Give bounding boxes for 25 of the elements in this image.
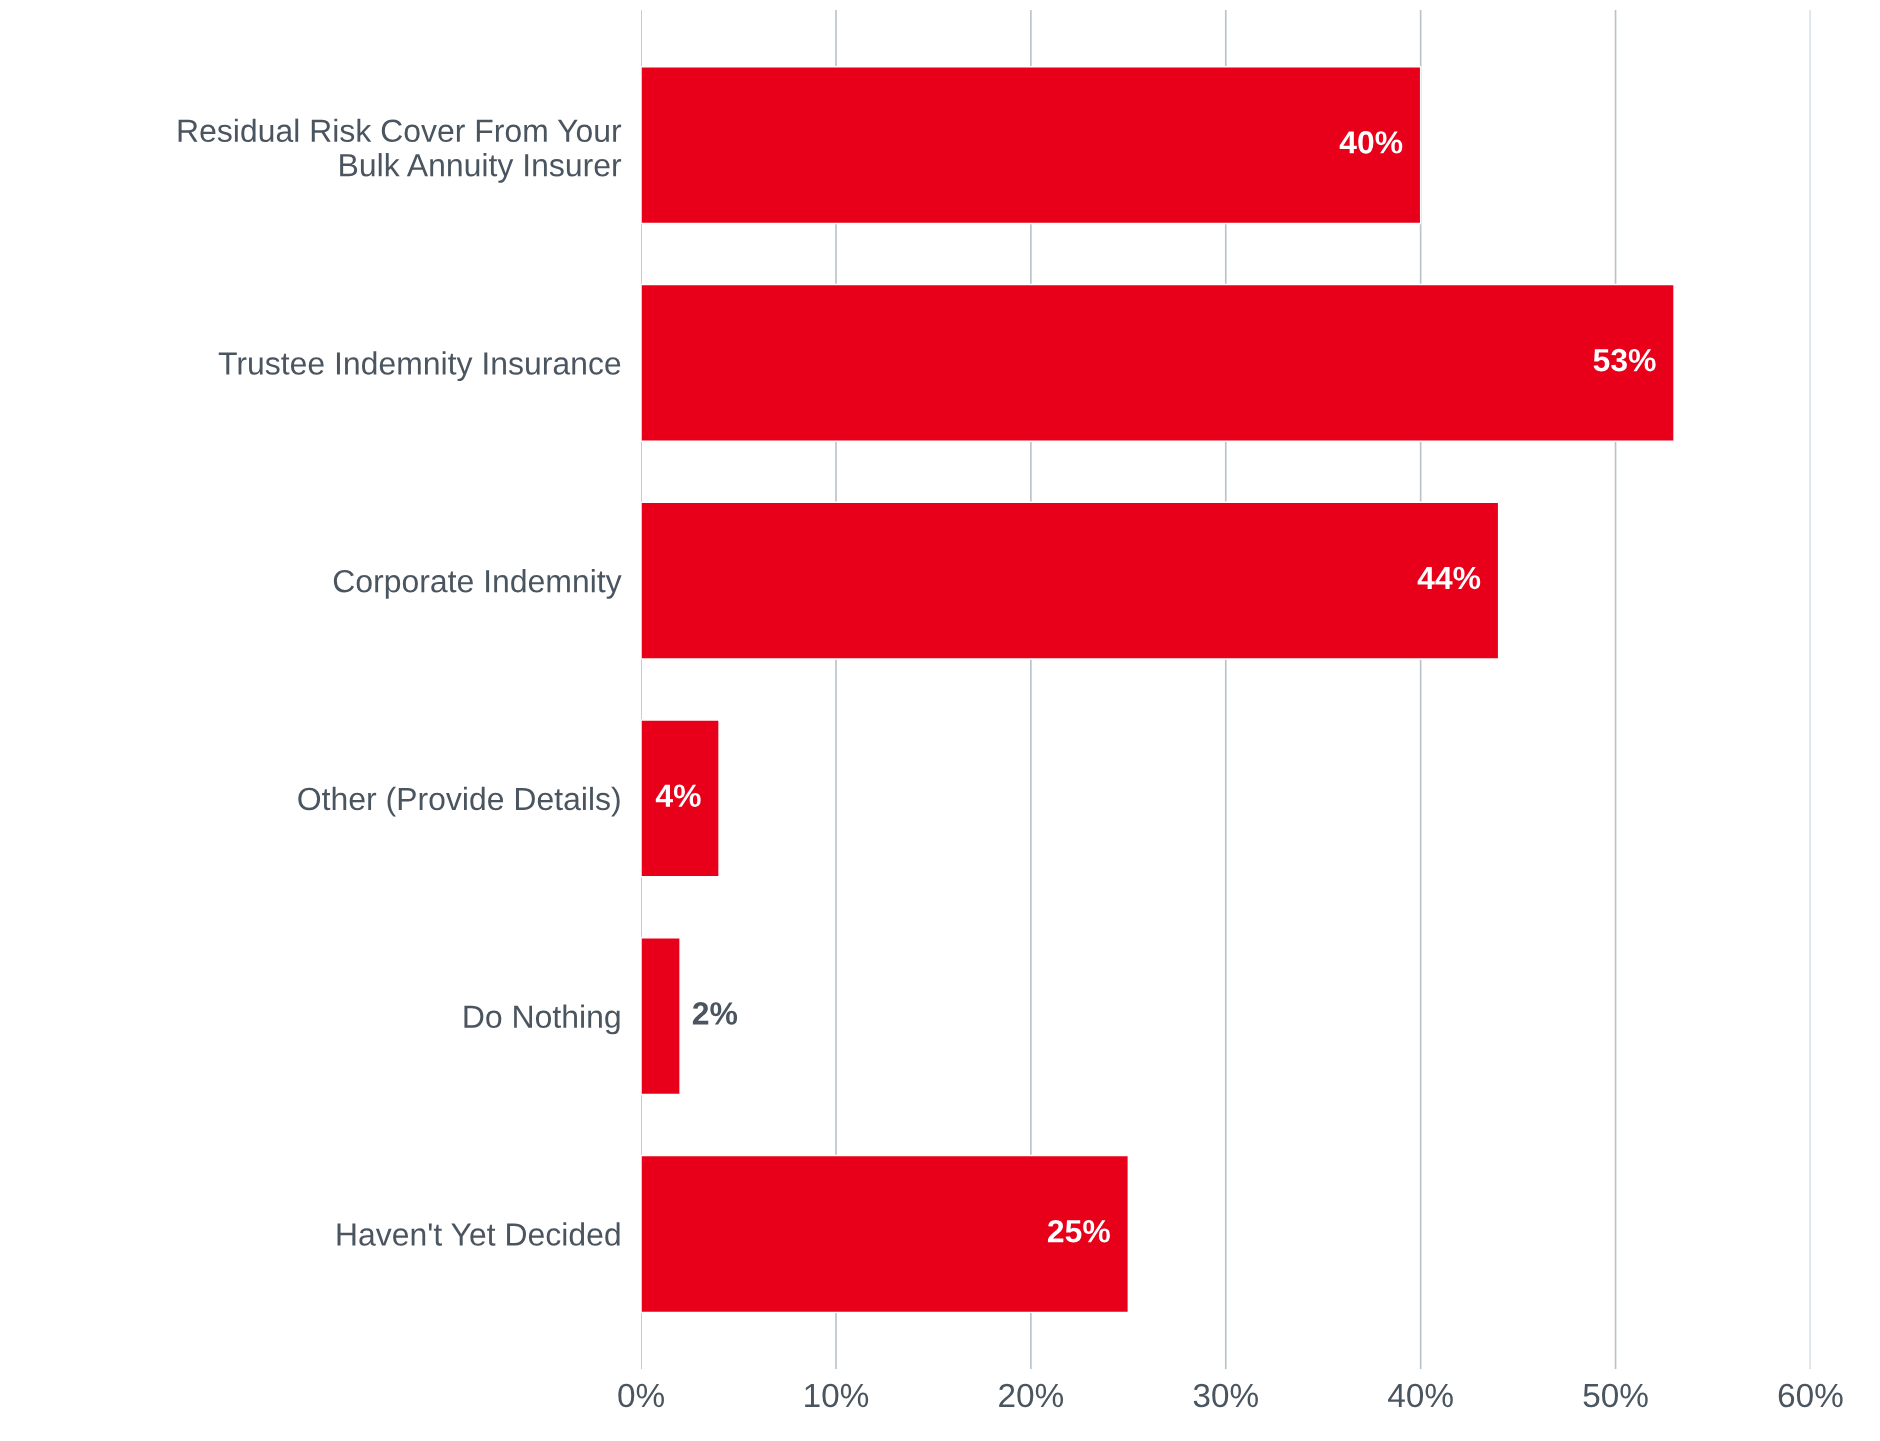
- y-tick-label: Trustee Indemnity Insurance: [218, 351, 621, 382]
- data-label: 4%: [655, 784, 701, 807]
- data-label: 53%: [1593, 348, 1656, 372]
- y-tick-label: Residual Risk Cover From Your Bulk Annuity Insurer: [178, 118, 622, 183]
- bar: [641, 283, 1675, 442]
- y-tick-label: Other (Provide Details): [298, 786, 620, 817]
- x-tick-label: 40%: [1388, 1383, 1453, 1408]
- bar: [641, 937, 681, 1096]
- x-tick-label: 50%: [1583, 1383, 1648, 1408]
- x-tick-label: 30%: [1193, 1383, 1258, 1408]
- x-tick-label: 60%: [1778, 1383, 1843, 1408]
- data-label: 2%: [692, 1002, 738, 1025]
- bar: [641, 501, 1500, 660]
- data-label: 44%: [1417, 566, 1481, 590]
- bar: [641, 719, 720, 878]
- x-tick-label: 10%: [805, 1383, 869, 1408]
- bar: [641, 66, 1422, 225]
- y-tick-label: Corporate Indemnity: [333, 569, 622, 599]
- data-label: 25%: [1047, 1219, 1110, 1243]
- x-tick-label: 20%: [999, 1383, 1064, 1408]
- y-tick-label: Do Nothing: [464, 1004, 620, 1035]
- y-tick-label: Haven't Yet Decided: [337, 1222, 620, 1246]
- bar: [641, 1154, 1130, 1314]
- x-tick-label: 0%: [618, 1383, 664, 1408]
- data-label: 40%: [1339, 131, 1403, 154]
